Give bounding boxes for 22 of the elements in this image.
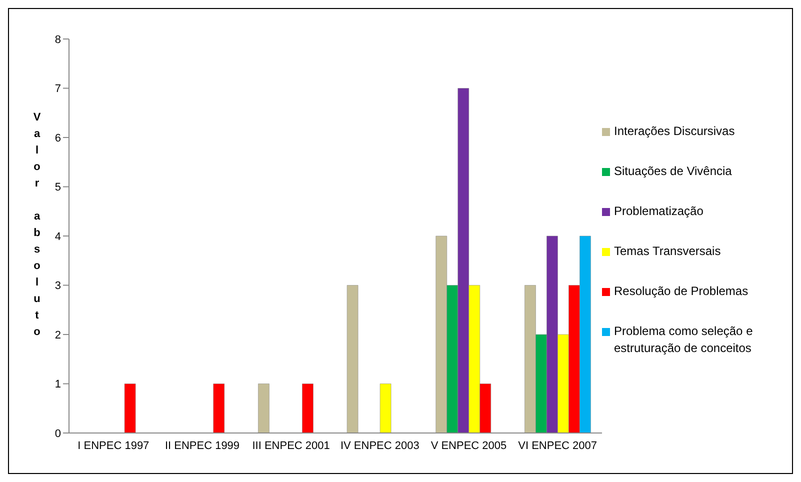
y-tick-label: 3	[54, 280, 61, 292]
y-tick-label: 0	[54, 428, 61, 440]
y-tick-label: 5	[54, 182, 61, 194]
x-tick-label: VI ENPEC 2007	[518, 440, 598, 452]
y-tick-label: 8	[54, 34, 61, 46]
y-tick-label: 6	[54, 132, 61, 144]
text: Valor absoluto	[33, 112, 41, 338]
legend-label: Resolução de Problemas	[614, 283, 748, 300]
x-tick-label: IV ENPEC 2003	[340, 440, 420, 452]
y-tick-label: 2	[54, 329, 61, 342]
legend-label: Interações Discursivas	[614, 123, 735, 140]
y-tick-label: 4	[54, 230, 61, 243]
legend-label: Situações de Vivência	[614, 163, 732, 180]
legend-label: Temas Transversais	[614, 243, 721, 260]
y-tick-label: 7	[54, 83, 61, 96]
y-tick-label: 1	[54, 378, 61, 391]
legend-label: Problematização	[614, 203, 704, 220]
legend-label: Problema como seleção e estruturação de conceitos	[614, 323, 754, 357]
x-tick-label: I ENPEC 1997	[78, 440, 150, 452]
x-tick-label: V ENPEC 2005	[430, 440, 507, 452]
x-tick-label: III ENPEC 2001	[252, 440, 330, 452]
x-tick-label: II ENPEC 1999	[164, 440, 240, 452]
